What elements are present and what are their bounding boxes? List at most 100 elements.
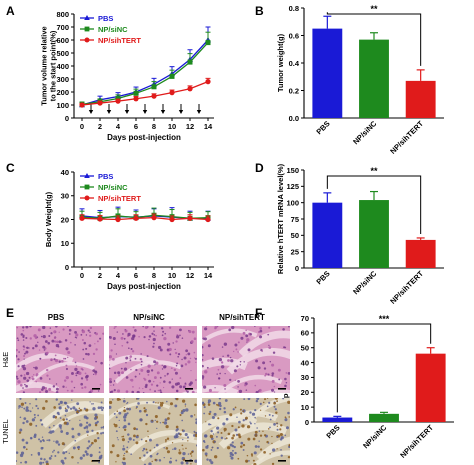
- micrograph-nucleus: [122, 445, 125, 447]
- micrograph-nucleus: [52, 385, 56, 388]
- micrograph-nucleus: [230, 359, 234, 363]
- micrograph-nucleus: [114, 424, 118, 428]
- micrograph-nucleus: [172, 448, 174, 450]
- micrograph-nucleus: [127, 422, 131, 426]
- micrograph-nucleus: [243, 398, 246, 401]
- micrograph-nucleus: [59, 417, 62, 419]
- micrograph-nucleus: [264, 372, 268, 376]
- micrograph-nucleus: [110, 391, 112, 393]
- micrograph-nucleus: [202, 375, 205, 379]
- micrograph-nucleus: [31, 418, 35, 422]
- micrograph-nucleus: [185, 349, 189, 353]
- micrograph-nucleus: [97, 390, 100, 392]
- micrograph-nucleus: [175, 340, 178, 343]
- micrograph-nucleus: [128, 407, 132, 411]
- micrograph-nucleus: [123, 398, 125, 399]
- micrograph-nucleus: [283, 346, 286, 349]
- chart-a-y-tick-label: 200: [56, 88, 69, 97]
- micrograph-nucleus: [152, 401, 155, 404]
- micrograph-nucleus: [206, 458, 209, 461]
- micrograph-nucleus: [42, 335, 46, 339]
- micrograph-nucleus: [66, 356, 69, 359]
- chart-b-y-tick-label: 0.2: [289, 86, 299, 95]
- micrograph-nucleus: [45, 399, 48, 403]
- micrograph-nucleus: [38, 391, 42, 393]
- micrograph-nucleus: [174, 351, 178, 355]
- micrograph-nucleus: [102, 425, 104, 429]
- micrograph-nucleus: [109, 336, 110, 338]
- chart-a-injection-arrow-head: [142, 110, 148, 114]
- micrograph-nucleus: [121, 371, 124, 375]
- micrograph-nucleus: [209, 434, 214, 439]
- micrograph-nucleus: [16, 354, 18, 358]
- micrograph-nucleus: [19, 416, 22, 419]
- chart-a-series-np-sihtert-point: [97, 100, 103, 106]
- micrograph-nucleus: [71, 427, 75, 431]
- chart-a-y-tick-label: 500: [56, 49, 69, 58]
- micrograph-nucleus: [33, 413, 36, 416]
- micrograph-nucleus: [218, 398, 221, 400]
- micrograph-nucleus: [148, 462, 152, 465]
- micrograph-nucleus: [263, 450, 266, 454]
- micrograph-nucleus: [113, 412, 116, 415]
- micrograph-nucleus: [75, 374, 78, 377]
- micrograph-nucleus: [156, 427, 158, 430]
- micrograph-nucleus: [254, 430, 258, 434]
- micrograph-nucleus: [224, 388, 226, 390]
- micrograph-nucleus: [95, 332, 98, 336]
- micrograph-nucleus: [134, 375, 137, 378]
- micrograph-nucleus: [288, 326, 290, 328]
- micrograph-nucleus: [143, 336, 146, 339]
- micrograph-nucleus: [109, 355, 112, 359]
- micrograph-nucleus: [109, 367, 111, 370]
- micrograph-nucleus: [157, 402, 159, 404]
- micrograph-nucleus: [202, 401, 204, 403]
- micrograph-nucleus: [87, 329, 90, 332]
- micrograph-nucleus: [97, 406, 101, 410]
- micrograph-nucleus: [242, 449, 245, 451]
- micrograph-nucleus: [222, 355, 224, 358]
- micrograph-nucleus: [161, 368, 164, 370]
- micrograph-nucleus: [18, 407, 20, 409]
- micrograph-nucleus: [44, 340, 48, 343]
- micrograph-nucleus: [246, 338, 250, 342]
- micrograph-nucleus: [31, 375, 33, 378]
- micrograph-nucleus: [237, 351, 239, 353]
- micrograph-nucleus: [115, 353, 118, 355]
- micrograph-nucleus: [157, 406, 161, 410]
- micrograph-nucleus: [109, 405, 112, 409]
- chart-a-injection-arrow-head: [160, 110, 166, 114]
- micrograph-nucleus: [71, 372, 74, 375]
- micrograph-nucleus: [55, 398, 58, 401]
- micrograph-nucleus: [37, 407, 39, 410]
- chart-c-axes: 0 10 20 30 40 Body Weight(g): [44, 168, 214, 272]
- micrograph-nucleus: [156, 420, 159, 423]
- micrograph-nucleus: [140, 438, 143, 441]
- chart-c-y-tick-label: 10: [61, 239, 69, 248]
- micrograph-nucleus: [21, 406, 23, 408]
- chart-a-y-label: Tumor volume relative: [40, 26, 49, 105]
- micrograph-nucleus: [22, 391, 25, 393]
- chart-a-legend-np-sihtert-marker: [84, 37, 90, 43]
- micrograph-nucleus: [25, 406, 29, 409]
- micrograph-nucleus: [87, 434, 89, 436]
- micrograph-nucleus: [41, 423, 44, 426]
- micrograph-nucleus: [189, 452, 192, 455]
- micrograph-nucleus: [50, 332, 53, 335]
- micrograph-nucleus: [39, 357, 42, 360]
- micrograph-tunel-0: [16, 398, 104, 465]
- micrograph-nucleus: [262, 361, 266, 365]
- micrograph-nucleus: [202, 345, 204, 349]
- micrograph-nucleus: [205, 421, 207, 423]
- micrograph-nucleus: [140, 360, 143, 363]
- micrograph-nucleus: [153, 330, 155, 332]
- micrograph-nucleus: [207, 344, 211, 348]
- micrograph-nucleus: [55, 391, 59, 393]
- micrograph-nucleus: [234, 451, 237, 455]
- micrograph-nucleus: [210, 461, 214, 465]
- micrograph-nucleus: [132, 334, 136, 338]
- micrograph-nucleus: [190, 463, 192, 465]
- micrograph-nucleus: [223, 410, 227, 414]
- micrograph-nucleus: [280, 454, 283, 457]
- micrograph-nucleus: [143, 407, 146, 410]
